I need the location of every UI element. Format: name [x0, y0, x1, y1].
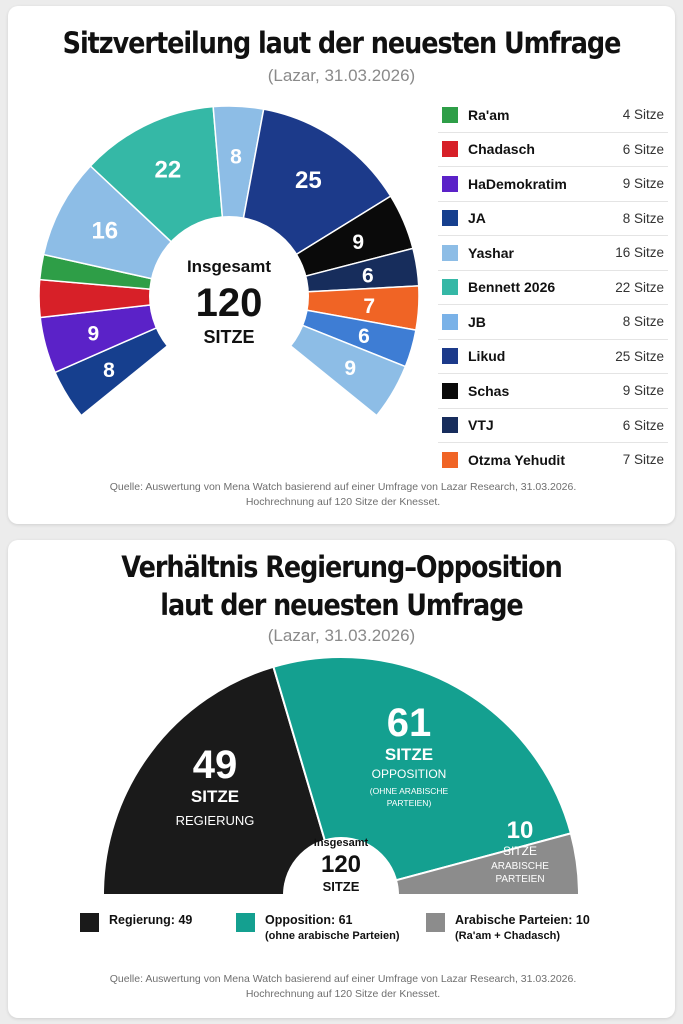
opposition-value: 61 — [387, 701, 432, 745]
legend-swatch — [442, 210, 458, 227]
legend-regierung-label: Regierung: 49 — [109, 913, 193, 927]
legend-party-name: Bennett 2026 — [468, 279, 556, 296]
slice-label-otzma-yehudit: 7 — [363, 295, 375, 318]
legend-party-name: Otzma Yehudit — [468, 451, 565, 468]
opposition-sublabel-2: PARTEIEN) — [387, 798, 432, 808]
regierung-label: REGIERUNG — [176, 813, 255, 828]
center2-total-value: 120 — [321, 851, 361, 878]
slice-label-likud: 25 — [295, 167, 322, 194]
legend-party-name: Ra'am — [468, 106, 510, 123]
slice-label-ja: 8 — [103, 359, 115, 382]
chart2-title-line1: Verhältnis Regierung–Opposition — [121, 550, 562, 584]
legend-swatch — [442, 417, 458, 434]
legend-arab-label: Arabische Parteien: 10 — [455, 913, 590, 927]
center2-top-label: Insgesamt — [314, 837, 369, 849]
legend-swatch — [442, 382, 458, 399]
legend-party-name: JA — [468, 210, 486, 227]
government-opposition-card: Verhältnis Regierung–Opposition laut der… — [8, 540, 675, 1018]
chart2-subtitle: (Lazar, 31.03.2026) — [267, 626, 416, 645]
slice-label-schas: 9 — [352, 231, 364, 254]
legend-opposition: Opposition: 61 (ohne arabische Parteien) — [236, 912, 400, 944]
legend-opposition-swatch — [236, 913, 255, 932]
slice-label-yashar: 16 — [91, 217, 118, 244]
chart2-title-line2: laut der neuesten Umfrage — [160, 588, 523, 622]
legend-seat-count: 6 Sitze — [622, 417, 664, 433]
legend-seat-count: 22 Sitze — [615, 279, 664, 295]
legend-party-name: Chadasch — [468, 141, 535, 158]
legend-arab-sublabel: (Ra'am + Chadasch) — [455, 930, 561, 942]
legend-swatch — [442, 279, 458, 296]
arab-parties-value: 10 — [507, 817, 534, 844]
legend-regierung: Regierung: 49 — [80, 912, 192, 932]
legend-row-schas: Schas 9 Sitze — [438, 374, 668, 409]
legend-seat-count: 9 Sitze — [622, 383, 664, 399]
chart2-source: Quelle: Auswertung von Mena Watch basier… — [109, 973, 577, 1000]
legend-swatch — [442, 244, 458, 261]
slice-label-hademokratim: 9 — [88, 323, 100, 346]
legend-row-otzma-yehudit: Otzma Yehudit 7 Sitze — [438, 443, 668, 477]
opposition-unit: SITZE — [385, 745, 433, 764]
legend-arab-parties: Arabische Parteien: 10 (Ra'am + Chadasch… — [426, 912, 590, 944]
slice-label-jb-teil: 9 — [344, 357, 356, 380]
slice-label-likud-teil: 6 — [358, 325, 370, 348]
regierung-value: 49 — [193, 743, 238, 787]
legend-swatch — [442, 313, 458, 330]
legend-swatch — [442, 106, 458, 123]
arab-parties-label: ARABISCHE — [491, 861, 549, 872]
opposition-sublabel-1: (OHNE ARABISCHE — [370, 786, 449, 796]
legend-seat-count: 4 Sitze — [622, 107, 664, 123]
legend-row-likud: Likud 25 Sitze — [438, 340, 668, 374]
legend-row-bennett-2026: Bennett 2026 22 Sitze — [438, 271, 668, 305]
center2-bottom-label: SITZE — [323, 879, 360, 894]
legend-seat-count: 6 Sitze — [622, 141, 664, 157]
opposition-label: OPPOSITION — [372, 767, 447, 781]
legend-party-name: HaDemokratim — [468, 175, 567, 192]
slice-label-jb: 8 — [230, 146, 242, 169]
legend-seat-count: 25 Sitze — [615, 348, 664, 364]
slice-label-vtj: 6 — [362, 265, 374, 288]
seat-legend: Ra'am 4 Sitze Chadasch 6 Sitze HaDemokratim 9… — [438, 98, 668, 477]
legend-row-vtj: VTJ 6 Sitze — [438, 409, 668, 443]
legend-regierung-swatch — [80, 913, 99, 932]
legend-seat-count: 8 Sitze — [622, 314, 664, 330]
chart1-title: Sitzverteilung laut der neuesten Umfrage — [62, 26, 622, 60]
legend-row-yashar: Yashar 16 Sitze — [438, 236, 668, 271]
chart1-subtitle: (Lazar, 31.03.2026) — [267, 66, 416, 85]
legend-seat-count: 9 Sitze — [622, 176, 664, 192]
slice-label-bennett-2026: 22 — [154, 157, 181, 184]
legend-row-chadasch: Chadasch 6 Sitze — [438, 133, 668, 167]
arab-parties-unit: SITZE — [503, 844, 537, 858]
chart1-source: Quelle: Auswertung von Mena Watch basier… — [109, 481, 577, 508]
legend-party-name: VTJ — [468, 417, 494, 434]
donut-hole — [149, 216, 309, 376]
regierung-unit: SITZE — [191, 787, 239, 806]
government-opposition-chart: 49 SITZE REGIERUNG 61 SITZE OPPOSITION (… — [101, 656, 581, 953]
seat-distribution-card: Sitzverteilung laut der neuesten Umfrage… — [8, 6, 675, 524]
legend-seat-count: 16 Sitze — [615, 245, 664, 261]
legend-party-name: JB — [468, 313, 486, 330]
legend-row-hademokratim: HaDemokratim 9 Sitze — [438, 167, 668, 202]
legend-opposition-label: Opposition: 61 — [265, 913, 353, 927]
legend-seat-count: 7 Sitze — [622, 452, 664, 468]
center-top-label: Insgesamt — [187, 257, 271, 276]
legend-swatch — [442, 348, 458, 365]
legend-arab-swatch — [426, 913, 445, 932]
center-bottom-label: SITZE — [203, 327, 254, 347]
legend-seat-count: 8 Sitze — [622, 210, 664, 226]
legend-party-name: Yashar — [468, 244, 514, 261]
legend-row-ra-am: Ra'am 4 Sitze — [438, 98, 668, 133]
center-total-value: 120 — [196, 281, 263, 325]
legend-swatch — [442, 175, 458, 192]
legend-row-jb: JB 8 Sitze — [438, 305, 668, 340]
legend-party-name: Schas — [468, 382, 510, 399]
arab-parties-label-2: PARTEIEN — [495, 874, 544, 885]
legend-row-ja: JA 8 Sitze — [438, 202, 668, 236]
legend-party-name: Likud — [468, 348, 506, 365]
donut-hole-2 — [283, 837, 399, 953]
legend-opposition-sublabel: (ohne arabische Parteien) — [265, 930, 400, 942]
legend-swatch — [442, 141, 458, 158]
legend-swatch — [442, 451, 458, 468]
